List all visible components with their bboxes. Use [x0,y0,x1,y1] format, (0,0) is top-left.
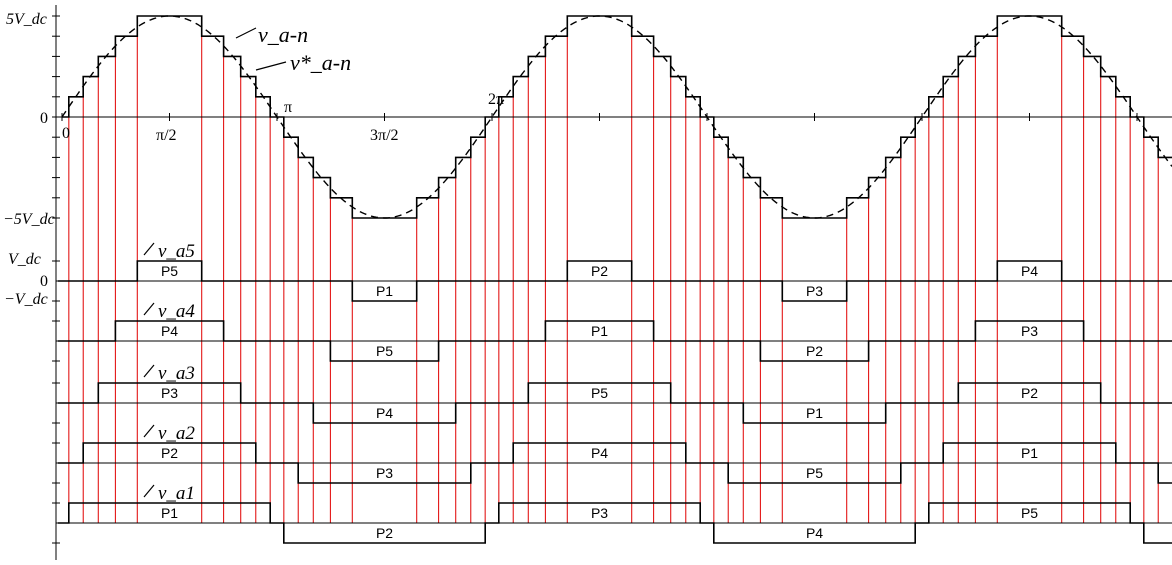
channel-label-arrow [143,302,155,316]
pulse-label: P1 [161,505,178,521]
pulse-label: P1 [806,405,823,421]
arrow-va-n-ref [255,61,287,71]
channel-label: v_a5 [158,241,195,262]
pulse-label: P5 [591,385,608,401]
switching-instant-lines [68,26,1159,523]
channel-label-arrow [143,484,155,498]
pulse-label: P3 [1021,323,1038,339]
reference-sine-dashed [61,15,1172,219]
pulse-label: P3 [376,465,393,481]
pulse-label: P4 [1021,263,1038,279]
channel-2: P4 P5 P1 P2 P3 v_a4 [52,301,1172,362]
pulse-label: P2 [376,525,393,541]
pulse-label: P1 [376,283,393,299]
bottom-label-neg-vdc: −V_dc [4,291,48,308]
main-x-axis-labels: 0 π/2 π 3π/2 2π [62,91,504,144]
channel-pulse-waveform [58,320,1172,362]
y-label-neg-5vdc: −5V_dc [3,211,55,228]
pulse-label: P3 [591,505,608,521]
main-y-axis-labels: 5V_dc 0 −5V_dc [3,11,55,228]
y-label-pos-5vdc: 5V_dc [6,11,47,28]
channel-pulse-waveform [58,260,1172,302]
main-wave-labels: v_a-n v*_a-n [235,22,351,75]
x-label-3pi-half: 3π/2 [370,127,399,144]
channel-pulse-waveform [58,382,1172,424]
bottom-label-zero: 0 [40,273,48,290]
pulse-label: P2 [806,343,823,359]
bottom-label-vdc: V_dc [8,251,41,268]
pulse-label: P4 [376,405,393,421]
staircase-plot [52,5,1172,560]
pulse-label: P2 [1021,385,1038,401]
pulse-label: P5 [161,263,178,279]
x-label-pi-half: π/2 [156,127,177,144]
channel-pulse-waveform [58,442,1172,484]
x-label-2pi: 2π [488,91,504,108]
channel-label: v_a4 [158,301,195,322]
pulse-label: P4 [161,323,178,339]
channel-label: v_a2 [158,423,195,444]
label-va-n: v_a-n [258,22,308,47]
arrow-va-n [235,27,257,39]
channel-label: v_a3 [158,363,195,384]
cell-output-channels: P5P1P2P3P4v_a5P4P5P1P2P3v_a4P3P4P5P1P2v_… [52,241,1172,544]
channel-pulse-waveform [58,502,1172,544]
x-label-pi: π [284,99,292,116]
channel-label-arrow [143,242,155,256]
bottom-y-axis-labels: V_dc 0 −V_dc [4,251,48,308]
channel-label: v_a1 [158,483,195,504]
channel-label-arrow [143,424,155,438]
pulse-label: P1 [1021,445,1038,461]
channel-4: P2 P3 P4 P5 P1 v_a2 [52,423,1172,484]
pulse-label: P5 [376,343,393,359]
y-label-zero: 0 [40,110,48,127]
pulse-label: P1 [591,323,608,339]
pulse-label: P5 [1021,505,1038,521]
pulse-label: P4 [806,525,823,541]
x-label-zero: 0 [62,125,70,142]
pulse-label: P2 [161,445,178,461]
channel-label-arrow [143,364,155,378]
label-va-n-ref: v*_a-n [290,50,351,75]
pulse-label: P4 [591,445,608,461]
channel-3: P3 P4 P5 P1 P2 v_a3 [52,363,1172,424]
pulse-label: P3 [161,385,178,401]
pulse-label: P5 [806,465,823,481]
pulse-label: P3 [806,283,823,299]
channel-5: P1 P2 P3 P4 P5 v_a1 [52,483,1172,544]
channel-1: P5 P1 P2 P3 P4 v_a5 [52,241,1172,302]
pulse-label: P2 [591,263,608,279]
